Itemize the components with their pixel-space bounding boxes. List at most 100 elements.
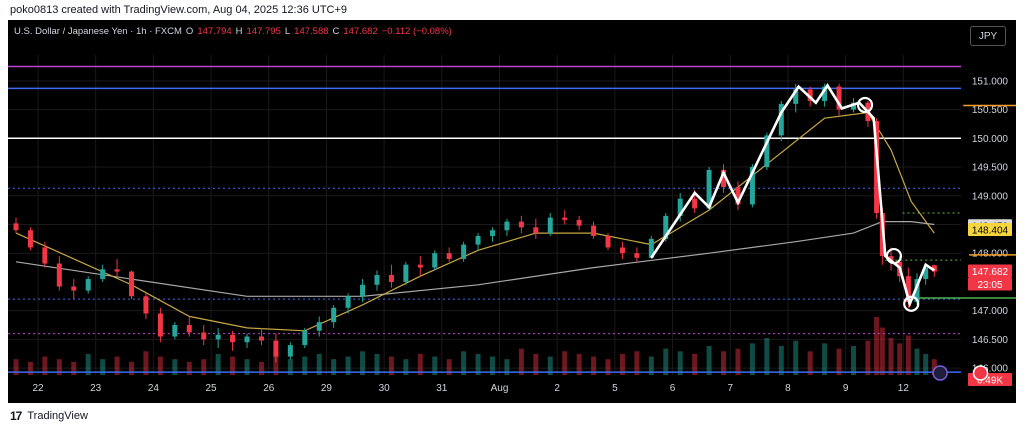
candle-body[interactable] — [244, 336, 250, 343]
candle-body[interactable] — [114, 269, 120, 272]
candle-body[interactable] — [215, 334, 221, 340]
legend-close-label: C — [332, 26, 340, 37]
candle-body[interactable] — [287, 345, 293, 357]
candle-body[interactable] — [403, 264, 409, 282]
volume-bar — [605, 359, 611, 375]
volume-bar — [244, 359, 250, 375]
moving-average-slow — [15, 221, 935, 297]
candle-body[interactable] — [533, 227, 539, 234]
candle-body[interactable] — [518, 221, 524, 228]
volume-bar — [576, 353, 582, 375]
candle-body[interactable] — [302, 330, 308, 346]
candle-body[interactable] — [576, 219, 582, 226]
candle-body[interactable] — [56, 263, 62, 287]
candle-body[interactable] — [547, 217, 553, 234]
x-tick-label: 30 — [379, 383, 391, 394]
candle-body[interactable] — [836, 86, 842, 110]
candle-body[interactable] — [258, 336, 264, 341]
candle-body[interactable] — [446, 253, 452, 259]
candle-body[interactable] — [316, 322, 322, 331]
candle-body[interactable] — [504, 221, 510, 231]
volume-bar — [706, 346, 712, 375]
candle-body[interactable] — [634, 253, 640, 258]
candle-body[interactable] — [388, 275, 394, 282]
symbol-legend: U.S. Dollar / Japanese Yen · 1h · FXCM O… — [14, 26, 452, 37]
candle-body[interactable] — [619, 247, 625, 254]
candle-body[interactable] — [345, 296, 351, 308]
volume-bar — [692, 353, 698, 375]
candle-body[interactable] — [778, 103, 784, 136]
candle-body[interactable] — [475, 235, 481, 245]
candle-body[interactable] — [706, 169, 712, 209]
candle-body[interactable] — [490, 230, 495, 236]
candle-body[interactable] — [273, 340, 279, 357]
us-flag-event-icon[interactable] — [972, 365, 989, 381]
volume-bar — [143, 351, 149, 375]
pivot-circle-marker — [885, 247, 903, 265]
volume-bar — [172, 359, 178, 375]
candle-body[interactable] — [905, 276, 911, 303]
x-tick-label: 24 — [148, 383, 160, 394]
candle-body[interactable] — [85, 279, 91, 291]
volume-bar — [836, 348, 842, 375]
volume-bar — [490, 356, 495, 375]
candle-body[interactable] — [692, 198, 698, 209]
candle-body[interactable] — [417, 264, 423, 268]
candle-body[interactable] — [157, 313, 163, 337]
candle-body[interactable] — [605, 235, 611, 248]
candle-body[interactable] — [186, 325, 192, 333]
candle-body[interactable] — [793, 89, 799, 104]
volume-bar — [923, 353, 929, 375]
candle-body[interactable] — [591, 225, 597, 236]
pivot-circle-marker — [856, 96, 874, 114]
legend-symbol: U.S. Dollar / Japanese Yen · 1h · FXCM — [14, 26, 182, 37]
candle-body[interactable] — [374, 275, 380, 285]
price-tag-label: 23:05 — [977, 280, 1002, 291]
legend-high-value: 147.795 — [246, 26, 281, 37]
y-tick-label: 150.000 — [972, 134, 1009, 145]
candle-body[interactable] — [461, 244, 467, 259]
candle-body[interactable] — [201, 332, 207, 340]
y-tick-label: 147.000 — [972, 306, 1009, 317]
candle-body[interactable] — [172, 325, 178, 337]
candle-body[interactable] — [562, 217, 568, 220]
candle-body[interactable] — [735, 187, 741, 205]
candle-body[interactable] — [230, 334, 236, 343]
candle-body[interactable] — [648, 238, 654, 258]
x-tick-label: 12 — [898, 383, 910, 394]
candle-body[interactable] — [822, 86, 828, 101]
volume-bar — [230, 356, 236, 375]
candle-body[interactable] — [663, 215, 669, 239]
candle-body[interactable] — [923, 267, 929, 280]
candle-body[interactable] — [432, 253, 438, 268]
volume-bar — [663, 348, 669, 375]
x-tick-label: 31 — [436, 383, 448, 394]
candle-body[interactable] — [888, 256, 894, 262]
candlestick-chart[interactable]: 22 23 24 25 26 29 30 31 Aug 2 5 6 7 8 9 12151.000150.50… — [8, 20, 1016, 403]
lightning-event-icon[interactable] — [932, 365, 948, 381]
candle-body[interactable] — [27, 230, 33, 248]
currency-button[interactable]: JPY — [970, 26, 1006, 46]
candle-body[interactable] — [129, 271, 135, 297]
volume-bar — [157, 356, 163, 375]
candle-body[interactable] — [749, 167, 755, 205]
volume-bar — [432, 356, 438, 375]
candle-body[interactable] — [331, 307, 337, 323]
candle-body[interactable] — [360, 284, 366, 297]
candle-body[interactable] — [100, 269, 106, 280]
candle-body[interactable] — [42, 247, 48, 264]
candle-body[interactable] — [807, 89, 813, 101]
volume-bar — [793, 340, 799, 375]
candle-body[interactable] — [13, 223, 19, 231]
price-tag-label: 147.682 — [972, 267, 1009, 278]
candle-body[interactable] — [143, 296, 149, 314]
candle-body[interactable] — [677, 198, 683, 216]
candle-body[interactable] — [914, 279, 920, 303]
candle-body[interactable] — [850, 102, 856, 110]
legend-open-label: O — [185, 26, 194, 37]
volume-bar — [56, 359, 62, 375]
candle-body[interactable] — [931, 265, 937, 272]
candle-body[interactable] — [721, 169, 727, 188]
candle-body[interactable] — [764, 135, 770, 168]
candle-body[interactable] — [71, 286, 77, 291]
